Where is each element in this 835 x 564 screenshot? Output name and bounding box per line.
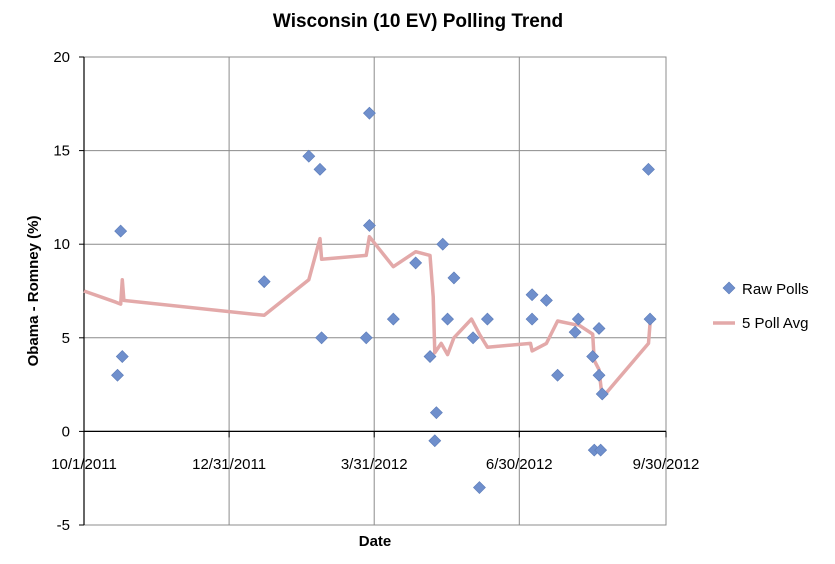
raw-poll-point [595, 387, 609, 401]
raw-poll-point [428, 434, 442, 448]
y-tick-label: -5 [57, 517, 70, 534]
raw-poll-point [111, 368, 124, 382]
x-axis-title: Date [359, 533, 392, 550]
y-tick-label: 0 [62, 423, 70, 440]
raw-poll-point [362, 219, 376, 232]
raw-poll-point [423, 350, 437, 363]
y-tick-label: 20 [53, 49, 70, 66]
y-tick-label: 5 [62, 330, 70, 347]
raw-poll-point [571, 312, 585, 326]
raw-poll-point [642, 162, 655, 176]
raw-poll-point [594, 443, 608, 457]
raw-polls-group [111, 106, 657, 494]
raw-poll-point [429, 406, 443, 420]
x-tick-label: 12/31/2011 [192, 456, 266, 473]
raw-poll-point [480, 312, 494, 326]
raw-poll-point [409, 256, 423, 270]
raw-poll-point [551, 368, 564, 382]
raw-poll-point [592, 368, 606, 382]
raw-poll-point [386, 312, 400, 326]
raw-poll-point [441, 312, 454, 326]
raw-poll-point [568, 325, 582, 339]
plot-area [83, 56, 667, 526]
raw-poll-point [586, 350, 600, 363]
raw-poll-point [466, 331, 480, 345]
raw-poll-point [315, 331, 329, 345]
x-tick-label: 3/31/2012 [341, 456, 408, 473]
legend-raw-polls-label: Raw Polls [742, 281, 809, 298]
raw-poll-point [313, 162, 327, 176]
y-tick-label: 10 [53, 236, 70, 253]
axis-ticks: 10/1/2011 12/31/2011 3/31/2012 6/30/2012 9/3… [51, 49, 699, 534]
y-tick-label: 15 [53, 143, 70, 160]
avg-line [83, 234, 652, 400]
legend-raw-polls-marker [722, 281, 736, 295]
raw-poll-point [114, 224, 128, 238]
raw-poll-point [525, 312, 539, 326]
legend: Raw Polls 5 Poll Avg [713, 281, 809, 332]
raw-poll-point [115, 350, 129, 363]
raw-poll-point [302, 149, 316, 163]
raw-poll-point [257, 275, 271, 289]
raw-poll-point [592, 322, 606, 335]
legend-avg-label: 5 Poll Avg [742, 315, 808, 332]
x-tick-label: 6/30/2012 [486, 456, 553, 473]
raw-poll-point [643, 312, 657, 326]
raw-poll-point [539, 293, 553, 307]
raw-poll-point [447, 271, 461, 285]
y-axis-title: Obama - Romney (%) [25, 216, 42, 367]
raw-poll-point [525, 288, 539, 302]
chart-title: Wisconsin (10 EV) Polling Trend [273, 11, 563, 32]
x-tick-label: 9/30/2012 [633, 456, 700, 473]
raw-poll-point [436, 237, 450, 251]
avg-line-group [83, 234, 652, 400]
raw-poll-point [359, 331, 373, 345]
raw-poll-point [362, 106, 376, 120]
raw-poll-point [473, 481, 486, 494]
